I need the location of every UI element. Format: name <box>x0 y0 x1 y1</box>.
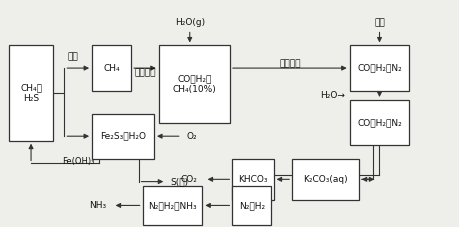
Text: CO、H₂、N₂: CO、H₂、N₂ <box>356 64 401 73</box>
Text: K₂CO₃(aq): K₂CO₃(aq) <box>302 175 347 184</box>
Text: CO、H₂、
CH₄(10%): CO、H₂、 CH₄(10%) <box>172 74 216 94</box>
Bar <box>9 45 53 141</box>
Bar <box>349 100 409 145</box>
Bar <box>232 186 271 225</box>
Text: 二次转化: 二次转化 <box>279 59 300 68</box>
Bar <box>291 159 358 200</box>
Text: CO₂: CO₂ <box>180 175 197 184</box>
Bar <box>232 159 273 200</box>
Text: CH₄: CH₄ <box>103 64 120 73</box>
Text: 一次转化: 一次转化 <box>134 68 155 77</box>
Text: Fe(OH)₃: Fe(OH)₃ <box>62 157 94 166</box>
Bar <box>92 45 131 91</box>
Text: H₂O(g): H₂O(g) <box>174 18 204 27</box>
Text: Fe₂S₃、H₂O: Fe₂S₃、H₂O <box>100 132 146 141</box>
Bar <box>349 45 409 91</box>
Bar <box>92 114 154 159</box>
Text: O₂: O₂ <box>186 132 196 141</box>
Bar <box>158 45 230 123</box>
Text: 脱硫: 脱硫 <box>67 52 78 61</box>
Text: CO、H₂、N₂: CO、H₂、N₂ <box>356 118 401 127</box>
Text: KHCO₃: KHCO₃ <box>238 175 267 184</box>
Text: S(硫): S(硫) <box>170 177 189 186</box>
Bar <box>142 186 202 225</box>
Text: N₂、H₂: N₂、H₂ <box>238 201 264 210</box>
Text: N₂、H₂、NH₃: N₂、H₂、NH₃ <box>148 201 196 210</box>
Text: CH₄、
H₂S: CH₄、 H₂S <box>20 83 42 103</box>
Text: NH₃: NH₃ <box>89 201 106 210</box>
Text: H₂O→: H₂O→ <box>319 91 344 100</box>
Text: 空气: 空气 <box>373 18 384 27</box>
